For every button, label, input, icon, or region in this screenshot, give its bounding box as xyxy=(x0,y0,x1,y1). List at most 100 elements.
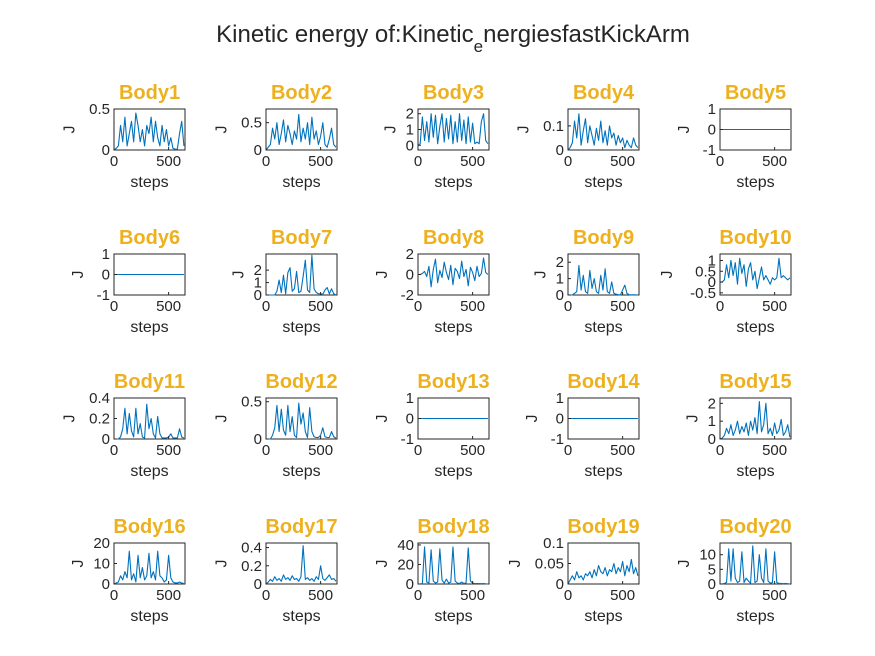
x-tick-label: 0 xyxy=(716,587,724,604)
figure-title-main: Kinetic energy of:Kinetic xyxy=(216,21,473,48)
y-tick-label: 0.2 xyxy=(241,558,262,575)
subplot-title: Body14 xyxy=(567,371,640,393)
series-line xyxy=(720,545,790,585)
series-line xyxy=(719,401,791,440)
x-axis-label: steps xyxy=(434,174,472,191)
axes-box xyxy=(113,397,186,440)
y-tick-label: 1 xyxy=(406,390,414,407)
x-tick-label: 500 xyxy=(308,298,333,315)
x-tick-label: 500 xyxy=(156,442,181,459)
subplot-body4: Body4 0 500 0 0.1 steps J xyxy=(516,82,640,191)
y-tick-label: 20 xyxy=(397,556,414,573)
subplot-body12: Body12 0 500 0 0.5 steps J xyxy=(214,371,338,480)
y-tick-label: 40 xyxy=(397,537,414,554)
figure-title: Kinetic energy of:KineticenergiesfastKic… xyxy=(216,21,690,56)
x-tick-label: 0 xyxy=(564,442,572,459)
y-tick-label: 0 xyxy=(406,267,414,284)
x-axis-label: steps xyxy=(282,174,320,191)
y-axis-label: J xyxy=(676,560,693,568)
y-tick-label: 0.05 xyxy=(535,556,564,573)
y-tick-label: 1 xyxy=(254,275,262,292)
x-axis-label: steps xyxy=(736,463,774,480)
subplot-body3: Body3 0 500 012 steps J xyxy=(383,82,490,191)
x-tick-label: 0 xyxy=(414,442,422,459)
y-axis-label: J xyxy=(374,271,391,279)
y-tick-label: 1 xyxy=(708,413,716,430)
x-tick-label: 0 xyxy=(564,587,572,604)
y-axis-label: J xyxy=(62,415,79,423)
y-tick-label: 5 xyxy=(708,561,716,578)
subplot-title: Body20 xyxy=(719,516,791,538)
y-tick-label: 0 xyxy=(102,431,110,448)
subplot-body17: Body17 0 500 00.20.4 steps J xyxy=(214,516,338,625)
y-axis-label: J xyxy=(214,126,231,134)
y-tick-label: 0.4 xyxy=(241,540,262,557)
subplot-title: Body18 xyxy=(417,516,489,538)
subplot-title: Body4 xyxy=(573,82,635,104)
y-tick-label: 0 xyxy=(102,576,110,593)
x-axis-label: steps xyxy=(434,319,472,336)
y-tick-label: 0 xyxy=(102,142,110,159)
x-tick-label: 500 xyxy=(156,153,181,170)
subplot-title: Body2 xyxy=(271,82,332,104)
x-tick-label: 0 xyxy=(414,587,422,604)
figure-title-subscript: e xyxy=(474,37,483,56)
subplot-title: Body1 xyxy=(119,82,180,104)
y-tick-label: 2 xyxy=(254,262,262,279)
y-tick-label: 2 xyxy=(708,395,716,412)
y-tick-label: 0 xyxy=(556,576,564,593)
subplot-body1: Body1 0 500 0 0.5 steps J xyxy=(62,82,186,191)
x-axis-label: steps xyxy=(282,319,320,336)
x-tick-label: 0 xyxy=(110,587,118,604)
y-tick-label: 1 xyxy=(708,252,716,269)
series-line xyxy=(418,546,488,585)
x-axis-label: steps xyxy=(584,319,622,336)
x-tick-label: 500 xyxy=(460,298,485,315)
x-tick-label: 500 xyxy=(460,442,485,459)
subplot-title: Body10 xyxy=(719,227,791,249)
x-tick-label: 500 xyxy=(762,298,787,315)
x-tick-label: 0 xyxy=(716,153,724,170)
subplot-body9: Body9 0 500 012 steps J xyxy=(533,227,640,336)
series-line xyxy=(417,113,489,146)
y-tick-label: 0 xyxy=(406,137,414,154)
x-tick-label: 0 xyxy=(262,442,270,459)
x-axis-label: steps xyxy=(434,463,472,480)
y-tick-label: 1 xyxy=(102,246,110,263)
y-tick-label: 0.5 xyxy=(241,394,262,411)
y-tick-label: -1 xyxy=(703,142,716,159)
x-tick-label: 0 xyxy=(716,298,724,315)
x-tick-label: 0 xyxy=(110,298,118,315)
x-axis-label: steps xyxy=(736,319,774,336)
y-tick-label: 1 xyxy=(556,390,564,407)
subplot-body2: Body2 0 500 0 0.5 steps J xyxy=(214,82,338,191)
x-tick-label: 0 xyxy=(262,298,270,315)
y-tick-label: 0 xyxy=(708,274,716,291)
x-axis-label: steps xyxy=(434,608,472,625)
x-tick-label: 500 xyxy=(308,153,333,170)
series-line xyxy=(265,113,337,151)
x-axis-label: steps xyxy=(584,463,622,480)
y-axis-label: J xyxy=(214,560,231,568)
subplot-title: Body5 xyxy=(725,82,786,104)
axes-box xyxy=(265,108,338,151)
x-axis-label: steps xyxy=(736,608,774,625)
y-tick-label: 0.5 xyxy=(89,101,110,118)
y-tick-label: -1 xyxy=(97,287,110,304)
y-tick-label: 0.4 xyxy=(89,390,110,407)
subplot-title: Body19 xyxy=(567,516,639,538)
x-tick-label: 0 xyxy=(110,153,118,170)
y-tick-label: 0 xyxy=(406,411,414,428)
series-line xyxy=(567,558,639,585)
x-tick-label: 500 xyxy=(308,442,333,459)
series-line xyxy=(266,254,337,296)
x-tick-label: 0 xyxy=(564,153,572,170)
x-tick-label: 500 xyxy=(610,153,635,170)
y-axis-label: J xyxy=(516,126,533,134)
